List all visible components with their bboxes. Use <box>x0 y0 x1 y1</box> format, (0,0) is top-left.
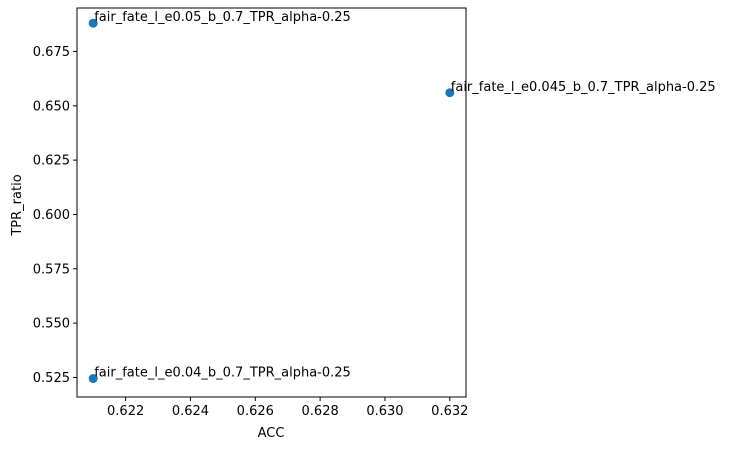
plot-area: 0.622 0.624 0.626 0.628 0.630 0.632 0.525 0.550… <box>33 7 716 419</box>
y-tick-label: 0.650 <box>33 99 70 114</box>
scatter-point <box>445 88 455 98</box>
x-tick-label: 0.626 <box>237 404 274 419</box>
x-tick-label: 0.624 <box>172 404 209 419</box>
x-tick-label: 0.622 <box>107 404 144 419</box>
scatter-point <box>88 374 98 384</box>
y-tick-label: 0.550 <box>33 317 70 332</box>
scatter-point <box>88 18 98 28</box>
y-tick-label: 0.625 <box>33 154 70 169</box>
y-axis-label: TPR_ratio <box>10 174 25 236</box>
point-label: fair_fate_l_e0.05_b_0.7_TPR_alpha-0.25 <box>94 10 351 25</box>
x-tick-label: 0.632 <box>431 404 468 419</box>
y-tick-label: 0.575 <box>33 262 70 277</box>
point-label: fair_fate_l_e0.04_b_0.7_TPR_alpha-0.25 <box>94 366 351 381</box>
x-tick-label: 0.628 <box>302 404 339 419</box>
point-label: fair_fate_l_e0.045_b_0.7_TPR_alpha-0.25 <box>451 80 716 95</box>
y-tick-label: 0.600 <box>33 208 70 223</box>
y-tick-label: 0.675 <box>33 45 70 60</box>
x-tick-label: 0.630 <box>366 404 403 419</box>
y-tick-label: 0.525 <box>33 371 70 386</box>
plot-frame <box>76 7 467 398</box>
x-axis-label: ACC <box>258 426 285 441</box>
